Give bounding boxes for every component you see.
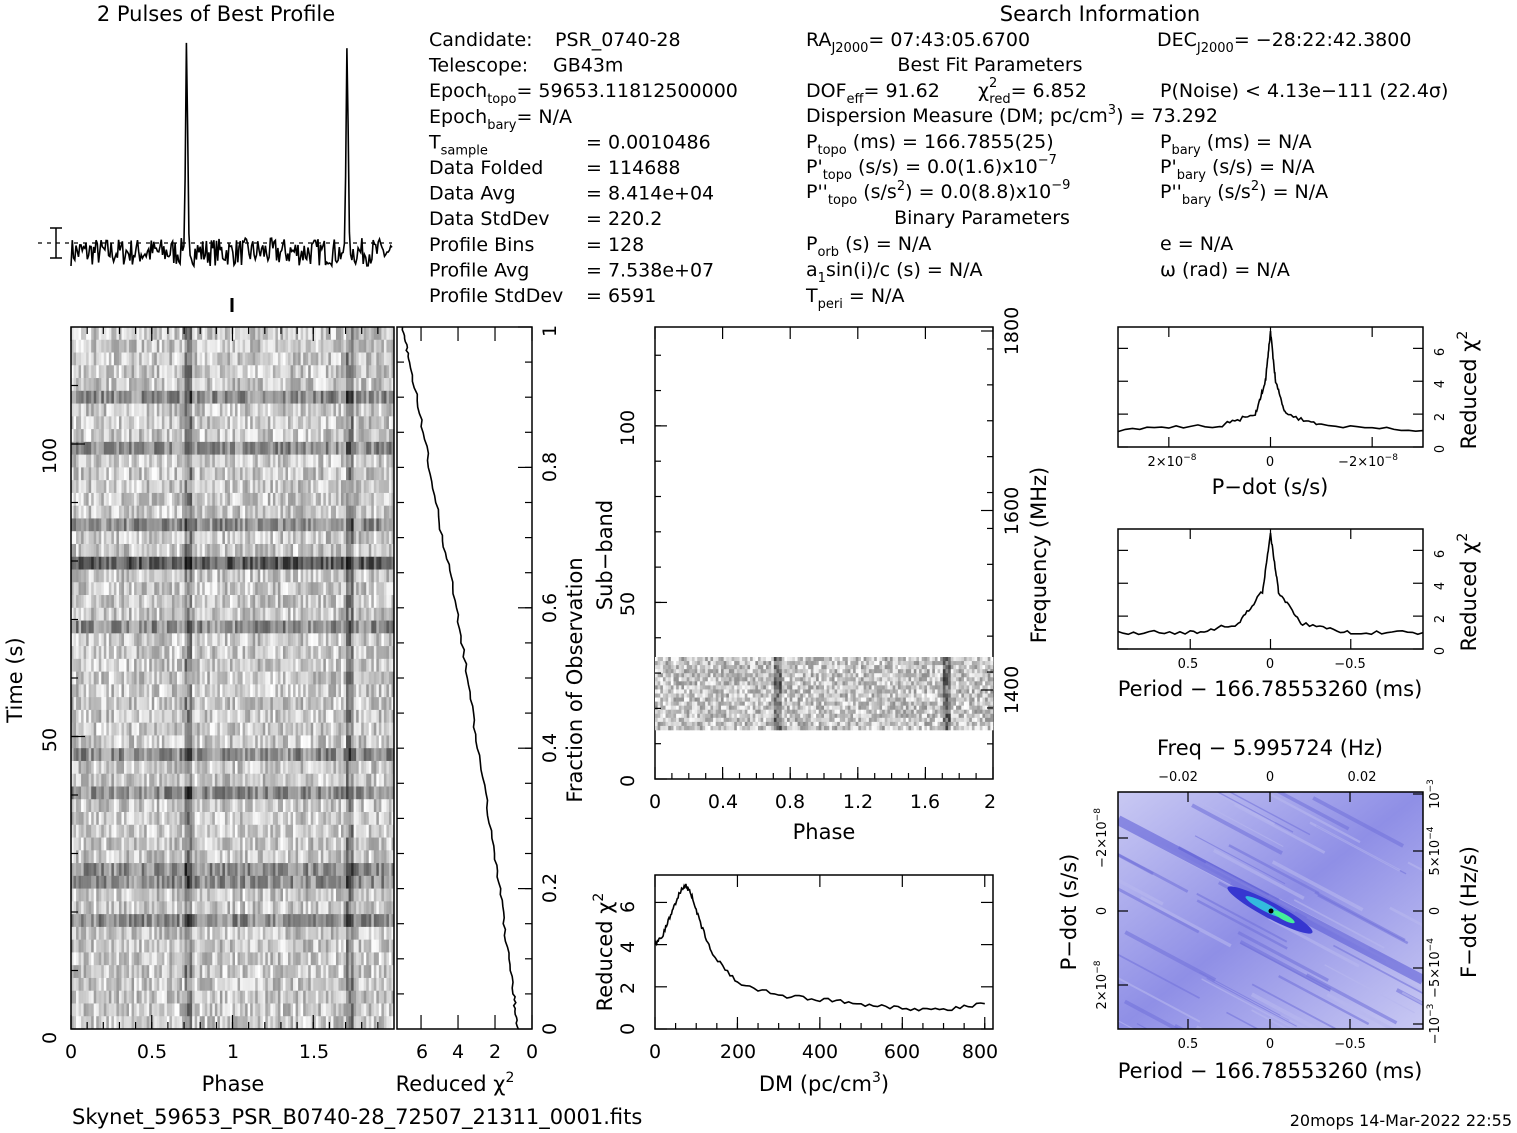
dm-axis-label: DM (pc/cm [759,1072,872,1096]
time-axis-label: Time (s) [3,637,27,723]
svg-text:Pbary (ms) = N/A: Pbary (ms) = N/A [1160,131,1312,158]
info-left-row: Tsample = 0.0010486 [428,131,711,158]
search-info-title: Search Information [1000,2,1200,26]
svg-text:Dispersion Measure (DM; pc/cm3: Dispersion Measure (DM; pc/cm3) = 73.292 [806,103,1218,127]
svg-text:Tperi = N/A: Tperi = N/A [805,285,904,312]
chi-fraction-plot: 6 4 2 0 Reduced χ2 0 0.2 0.4 0.6 0.8 1 F… [396,325,587,1096]
pulse-profile-plot [38,42,393,312]
info-left-row: Telescope: GB43m [428,55,623,77]
phase-axis-label: Phase [202,1072,265,1096]
subband-phase-plot: 0 50 100 Sub−band 1400 1600 1800 Frequen… [593,307,1051,844]
subband-axis-label: Sub−band [593,500,617,610]
svg-text:P'bary (s/s) = N/A: P'bary (s/s) = N/A [1160,156,1315,183]
dm-chi-plot: 0 2 4 6 Reduced χ2 0 200 400 600 800 DM … [591,874,998,1096]
info-right-block: RAJ2000= 07:43:05.6700 DECJ2000= −28:22:… [805,29,1448,312]
info-left-row: Profile StdDev = 6591 [429,285,656,307]
info-left-row: Epochbary= N/A [429,106,572,133]
ptopo-value: (ms) = 166.7855(25) [853,131,1054,153]
svg-text:P''bary (s/s2) = N/A: P''bary (s/s2) = N/A [1160,179,1328,208]
svg-text:RAJ2000= 07:43:05.6700: RAJ2000= 07:43:05.6700 [806,29,1030,56]
fraction-axis-label: Fraction of Observation [563,557,587,802]
pnoise-value: P(Noise) < 4.13e−111 (22.4σ) [1160,80,1448,102]
info-left-row: Profile Avg = 7.538e+07 [429,259,714,281]
pdot-axis-label: P−dot (s/s) [1212,475,1329,499]
svg-text:Porb (s) = N/A: Porb (s) = N/A [806,233,931,260]
svg-text:Ptopo (ms) = 166.7855(25): Ptopo (ms) = 166.7855(25) [806,131,1054,158]
period-chi-plot: 0 2 4 6 Reduced χ2 0.5 0 −0.5 Period − 1… [1117,528,1481,701]
ppdot-plane-plot: Freq − 5.995724 (Hz) −0.02 0 0.02 −2×10−… [1057,736,1481,1083]
svg-text:ω (rad) = N/A: ω (rad) = N/A [1160,259,1290,281]
info-left-row: Data Folded = 114688 [429,157,681,179]
profile-title: 2 Pulses of Best Profile [97,2,335,26]
svg-text:DOFeff= 91.62: DOFeff= 91.62 [806,80,940,107]
reduced-chi-label: Reduced χ [396,1072,506,1096]
info-left-row: Data StdDev = 220.2 [429,208,662,230]
footer-filename: Skynet_59653_PSR_B0740-28_72507_21311_00… [72,1105,642,1130]
time-phase-plot: 0 50 100 Time (s) 0 0.5 1 1.5 Phase [3,326,395,1096]
dec-value: = −28:22:42.3800 [1234,29,1412,51]
fdot-axis-label: F−dot (Hz/s) [1457,846,1481,978]
pdot-chi-plot: 0 2 4 6 Reduced χ2 2×10−8 0 −2×10−8 P−do… [1117,326,1481,499]
info-left-row: Epochtopo= 59653.11812500000 [429,80,738,107]
info-left-row: Candidate: PSR_0740-28 [429,29,681,51]
footer-stamp: 20mops 14-Mar-2022 22:55 [1290,1111,1512,1130]
svg-text:e = N/A: e = N/A [1160,233,1233,255]
best-fit-header: Best Fit Parameters [897,54,1082,76]
period-axis-label: Period − 166.78553260 (ms) [1118,677,1423,701]
freq-axis-label: Freq − 5.995724 (Hz) [1157,736,1383,760]
ra-value: = 07:43:05.6700 [868,29,1030,51]
info-left-block: Candidate: PSR_0740-28 Telescope: GB43m Epoc… [428,29,738,307]
profile-line [70,42,393,269]
frequency-axis-label: Frequency (MHz) [1027,467,1051,643]
binary-header: Binary Parameters [894,207,1070,229]
svg-text:a1sin(i)/c (s) = N/A: a1sin(i)/c (s) = N/A [806,259,982,286]
svg-text:DECJ2000= −28:22:42.3800: DECJ2000= −28:22:42.3800 [1157,29,1411,56]
info-left-row: Profile Bins = 128 [429,234,644,256]
info-left-row: Data Avg = 8.414e+04 [429,183,714,205]
